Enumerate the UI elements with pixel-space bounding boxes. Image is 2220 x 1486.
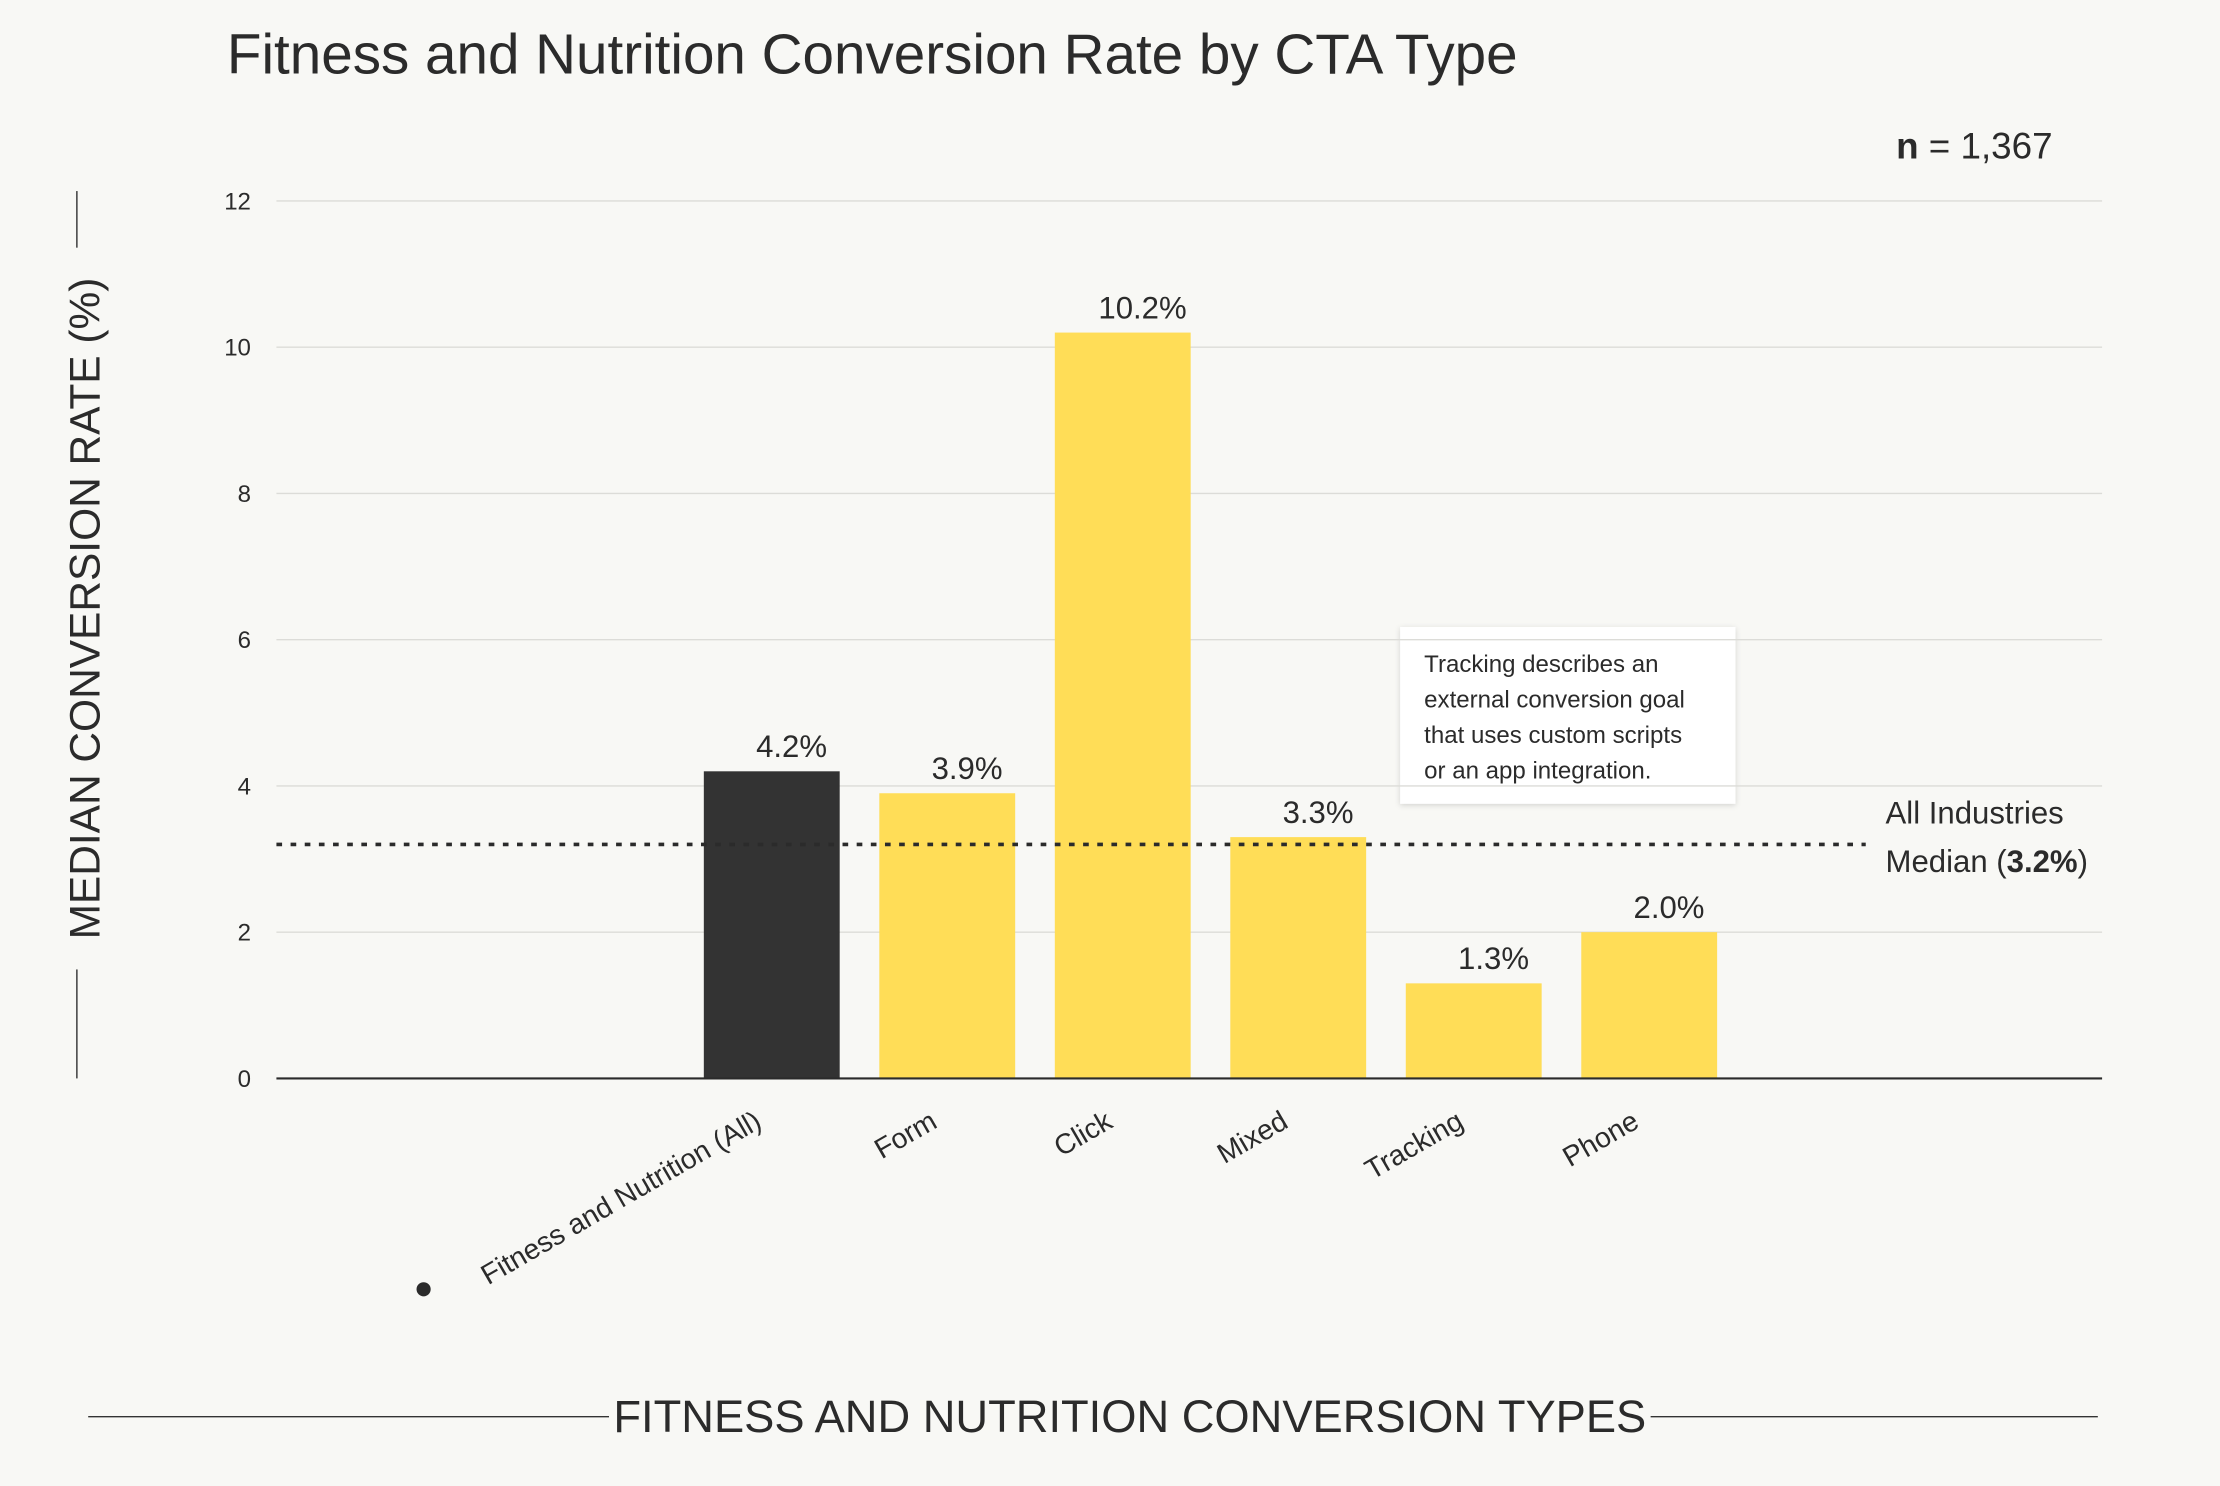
n-value: = 1,367 [1929,126,2053,167]
annotation: Tracking describes an external conversion… [1424,651,1685,784]
annotation-line: external conversion goal [1424,687,1685,714]
value-label: 3.9% [932,751,1003,786]
sample-size: n = 1,367 [1896,126,2052,167]
value-label: 4.2% [756,729,827,764]
value-label: 10.2% [1098,290,1186,325]
y-tick-label: 0 [238,1066,251,1093]
annotation-line: that uses custom scripts [1424,722,1682,749]
value-label: 3.3% [1283,795,1354,830]
bar [1405,983,1542,1079]
x-axis-label: FITNESS AND NUTRITION CONVERSION TYPES [613,1391,1646,1442]
bullet [416,1282,431,1297]
reference-label: Median (3.2%) [1886,844,2088,879]
y-tick-label: 2 [238,920,251,947]
annotation-box [1400,626,1736,804]
y-tick-label: 12 [224,188,251,215]
y-tick-label: 8 [238,481,251,508]
y-tick-label: 4 [238,773,251,800]
y-tick-label: 6 [238,627,251,654]
reference-label-suffix: ) [2078,844,2088,879]
n-label: n [1896,126,1918,167]
bar [879,793,1016,1079]
reference-label-prefix: Median ( [1886,844,2008,879]
value-label: 2.0% [1634,890,1705,925]
value-label: 1.3% [1458,941,1529,976]
bar [1230,837,1367,1079]
annotation-line: or an app integration. [1424,757,1651,784]
y-tick-label: 10 [224,335,251,362]
reference-label: All Industries [1886,796,2064,831]
chart-title: Fitness and Nutrition Conversion Rate by… [227,23,1518,86]
y-axis-label: MEDIAN CONVERSION RATE (%) [62,278,109,940]
bar [703,771,840,1079]
reference-value-label: 3.2% [2007,844,2078,879]
bar [1581,932,1718,1079]
annotation-line: Tracking describes an [1424,651,1658,678]
bar [1054,332,1191,1079]
